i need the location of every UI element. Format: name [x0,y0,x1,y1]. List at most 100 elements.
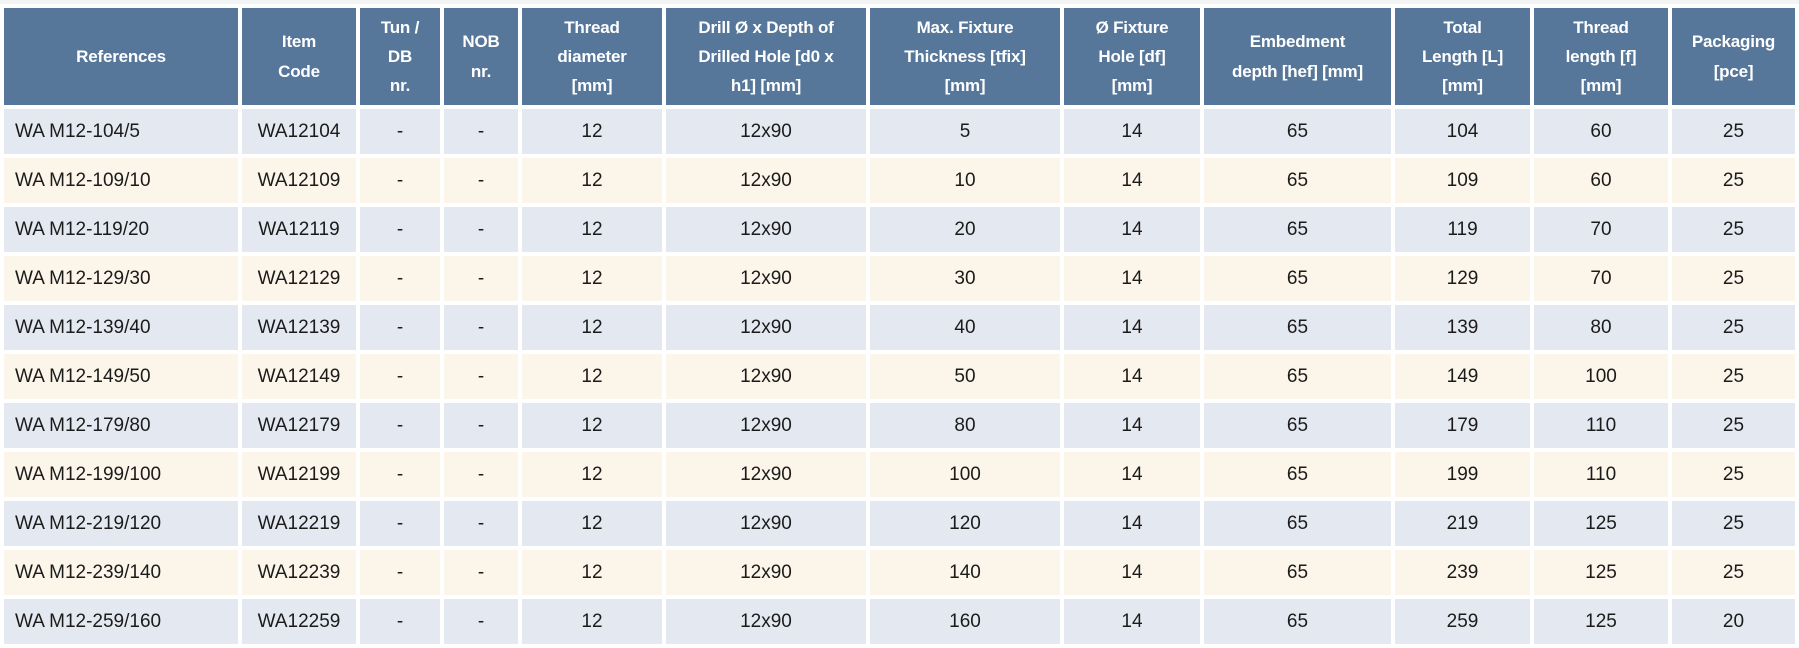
column-header-packaging: Packaging [pce] [1672,8,1795,105]
cell-packaging: 25 [1672,207,1795,252]
cell-packaging: 25 [1672,403,1795,448]
cell-nob_nr: - [444,109,518,154]
cell-max_fixture: 140 [870,550,1060,595]
cell-thread_diameter: 12 [522,452,662,497]
cell-thread_diameter: 12 [522,599,662,644]
cell-tun_db_nr: - [360,256,440,301]
cell-thread_length: 125 [1534,501,1668,546]
cell-tun_db_nr: - [360,354,440,399]
cell-max_fixture: 50 [870,354,1060,399]
cell-packaging: 25 [1672,452,1795,497]
cell-packaging: 20 [1672,599,1795,644]
cell-item_code: WA12119 [242,207,356,252]
cell-total_length: 259 [1395,599,1530,644]
table-header: References Item Code Tun / DB nr. NOB nr. Th… [4,8,1795,105]
cell-drill_depth: 12x90 [666,501,866,546]
cell-item_code: WA12104 [242,109,356,154]
cell-nob_nr: - [444,501,518,546]
cell-total_length: 119 [1395,207,1530,252]
cell-references: WA M12-149/50 [4,354,238,399]
cell-nob_nr: - [444,599,518,644]
cell-item_code: WA12239 [242,550,356,595]
cell-thread_diameter: 12 [522,501,662,546]
column-header-thread_diameter: Thread diameter [mm] [522,8,662,105]
cell-embedment_depth: 65 [1204,207,1391,252]
table-row: WA M12-259/160 WA12259- -12 12x90 160 14 65 259… [4,599,1795,644]
cell-total_length: 239 [1395,550,1530,595]
cell-nob_nr: - [444,158,518,203]
cell-fixture_hole: 14 [1064,109,1200,154]
cell-embedment_depth: 65 [1204,501,1391,546]
cell-item_code: WA12219 [242,501,356,546]
cell-drill_depth: 12x90 [666,452,866,497]
table-row: WA M12-179/80 WA12179- -12 12x90 80 14 65 179 11… [4,403,1795,448]
cell-tun_db_nr: - [360,452,440,497]
column-header-fixture_hole: Ø Fixture Hole [df] [mm] [1064,8,1200,105]
cell-nob_nr: - [444,305,518,350]
cell-drill_depth: 12x90 [666,550,866,595]
cell-packaging: 25 [1672,305,1795,350]
cell-embedment_depth: 65 [1204,550,1391,595]
product-spec-table: References Item Code Tun / DB nr. NOB nr. Th… [0,4,1799,648]
cell-drill_depth: 12x90 [666,158,866,203]
table-row: WA M12-239/140 WA12239- -12 12x90 140 14 65 239… [4,550,1795,595]
cell-embedment_depth: 65 [1204,305,1391,350]
cell-drill_depth: 12x90 [666,305,866,350]
cell-nob_nr: - [444,256,518,301]
cell-thread_length: 125 [1534,550,1668,595]
table-row: WA M12-119/20 WA12119- -12 12x90 20 14 65 119 70… [4,207,1795,252]
cell-tun_db_nr: - [360,305,440,350]
cell-thread_diameter: 12 [522,354,662,399]
cell-references: WA M12-104/5 [4,109,238,154]
cell-references: WA M12-259/160 [4,599,238,644]
cell-packaging: 25 [1672,501,1795,546]
cell-thread_length: 70 [1534,256,1668,301]
cell-thread_length: 110 [1534,452,1668,497]
cell-references: WA M12-219/120 [4,501,238,546]
cell-item_code: WA12139 [242,305,356,350]
table-row: WA M12-149/50 WA12149- -12 12x90 50 14 65 149 10… [4,354,1795,399]
cell-fixture_hole: 14 [1064,452,1200,497]
cell-thread_diameter: 12 [522,403,662,448]
cell-thread_length: 60 [1534,158,1668,203]
cell-drill_depth: 12x90 [666,109,866,154]
table-row: WA M12-109/10 WA12109- -12 12x90 10 14 65 109 60… [4,158,1795,203]
cell-embedment_depth: 65 [1204,158,1391,203]
cell-thread_length: 125 [1534,599,1668,644]
cell-tun_db_nr: - [360,501,440,546]
cell-nob_nr: - [444,403,518,448]
cell-tun_db_nr: - [360,207,440,252]
cell-nob_nr: - [444,550,518,595]
cell-item_code: WA12259 [242,599,356,644]
column-header-total_length: Total Length [L] [mm] [1395,8,1530,105]
cell-thread_diameter: 12 [522,158,662,203]
cell-drill_depth: 12x90 [666,256,866,301]
cell-nob_nr: - [444,207,518,252]
cell-max_fixture: 40 [870,305,1060,350]
cell-nob_nr: - [444,452,518,497]
cell-embedment_depth: 65 [1204,354,1391,399]
cell-item_code: WA12109 [242,158,356,203]
cell-thread_length: 70 [1534,207,1668,252]
cell-embedment_depth: 65 [1204,403,1391,448]
cell-references: WA M12-119/20 [4,207,238,252]
cell-packaging: 25 [1672,256,1795,301]
cell-item_code: WA12199 [242,452,356,497]
cell-total_length: 104 [1395,109,1530,154]
table-row: WA M12-219/120 WA12219- -12 12x90 120 14 65 219… [4,501,1795,546]
cell-fixture_hole: 14 [1064,403,1200,448]
cell-packaging: 25 [1672,109,1795,154]
cell-item_code: WA12149 [242,354,356,399]
column-header-nob_nr: NOB nr. [444,8,518,105]
cell-thread_diameter: 12 [522,109,662,154]
cell-embedment_depth: 65 [1204,452,1391,497]
cell-packaging: 25 [1672,354,1795,399]
cell-embedment_depth: 65 [1204,599,1391,644]
cell-packaging: 25 [1672,158,1795,203]
table-row: WA M12-139/40 WA12139- -12 12x90 40 14 65 139 80… [4,305,1795,350]
cell-total_length: 179 [1395,403,1530,448]
table-row: WA M12-104/5 WA12104- -12 12x90 5 14 65 104 60 25 [4,109,1795,154]
cell-tun_db_nr: - [360,550,440,595]
cell-fixture_hole: 14 [1064,158,1200,203]
cell-thread_diameter: 12 [522,550,662,595]
